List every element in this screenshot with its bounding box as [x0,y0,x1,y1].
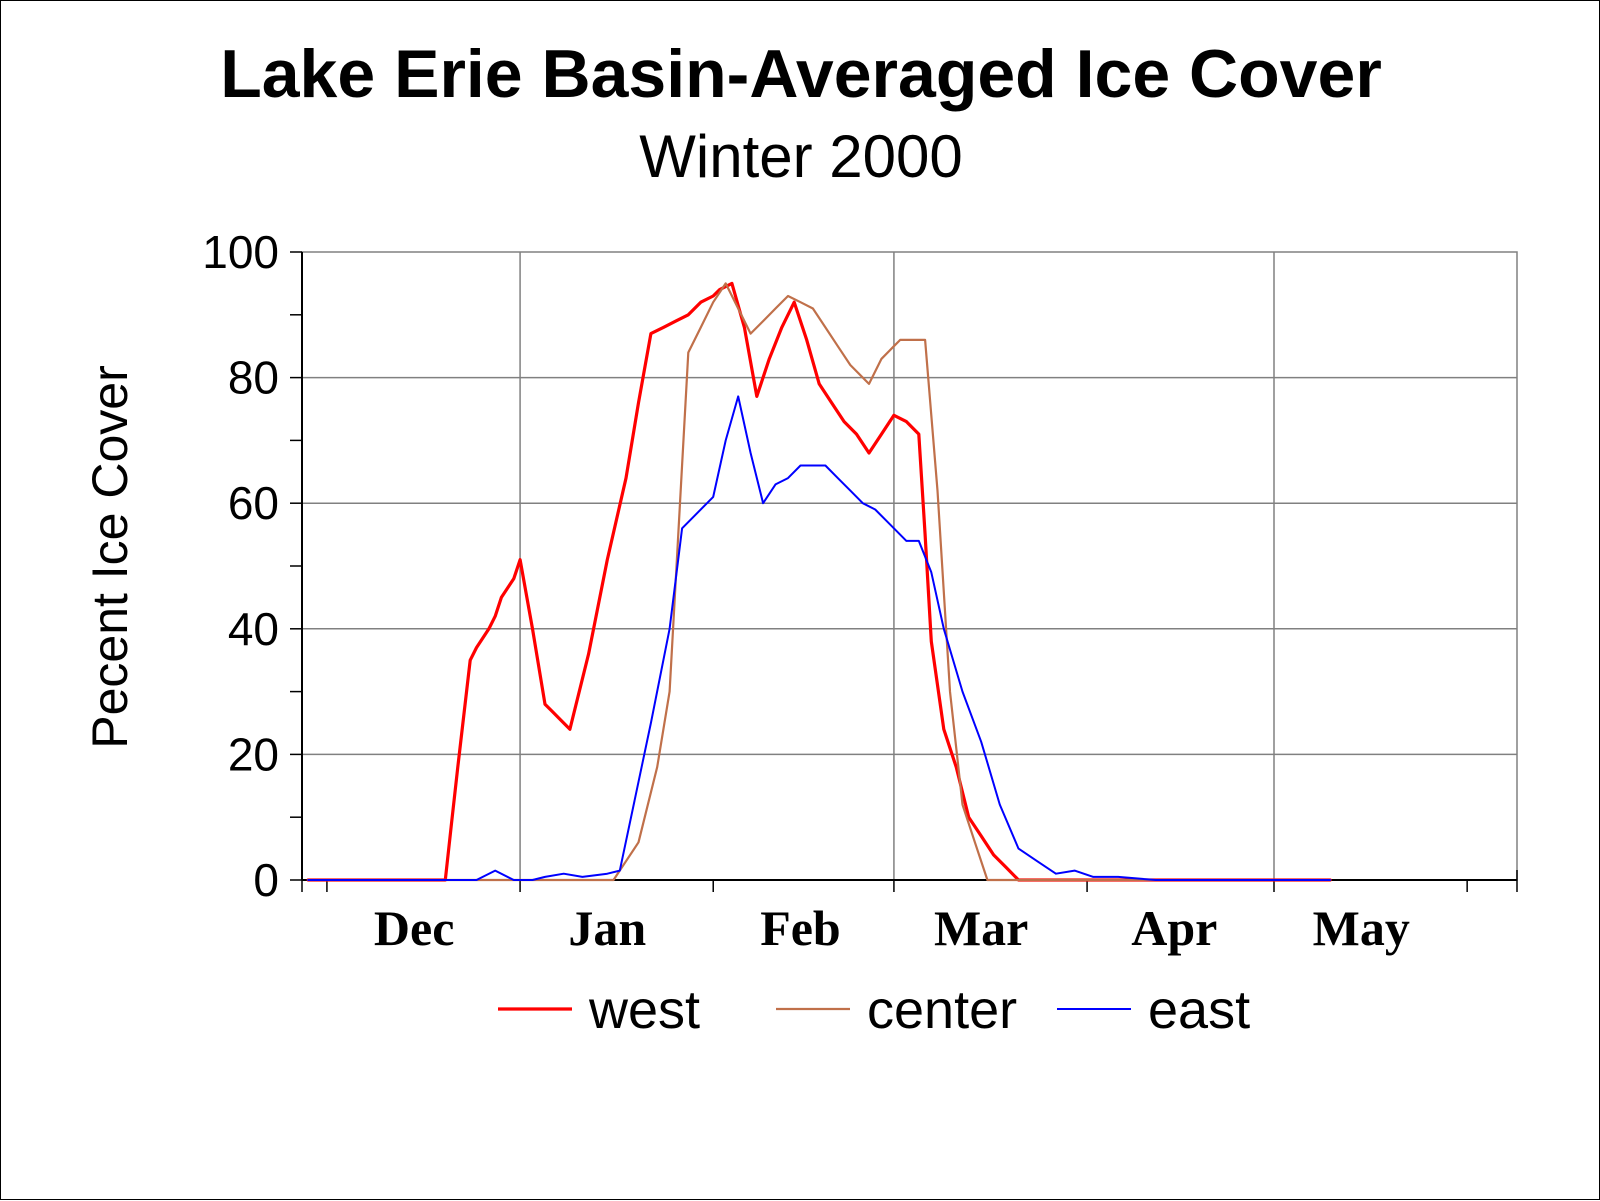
legend-label-east: east [1148,980,1250,1040]
x-tick-label: Jan [568,900,646,956]
y-tick-label: 100 [202,226,279,278]
series-line-west [306,281,1332,882]
x-tick-label: Apr [1131,900,1217,956]
y-tick-label: 80 [228,352,279,404]
x-tick-label: Feb [760,900,841,956]
legend-label-center: center [867,980,1017,1040]
plot-area-border [301,251,1518,881]
legend: west center east [498,980,1250,1040]
y-axis-label: Pecent Ice Cover [82,365,138,749]
legend-label-west: west [588,980,700,1040]
y-tick-label: 20 [228,728,279,780]
y-tick-label: 60 [228,477,279,529]
x-tick-label: Mar [934,900,1028,956]
y-tick-label: 0 [253,854,279,906]
x-tick-label: Dec [374,900,455,956]
x-tick-label: May [1313,900,1410,956]
chart-title: Lake Erie Basin-Averaged Ice Cover [220,36,1382,112]
gridlines [302,252,1517,880]
data-series [306,281,1332,882]
series-line-east [307,395,1332,881]
y-tick-label: 40 [228,603,279,655]
series-line-center [307,282,1332,882]
chart-subtitle: Winter 2000 [639,123,963,190]
axes: 0 20 40 60 80 100 Dec Jan Feb Mar Apr May [202,226,1518,956]
